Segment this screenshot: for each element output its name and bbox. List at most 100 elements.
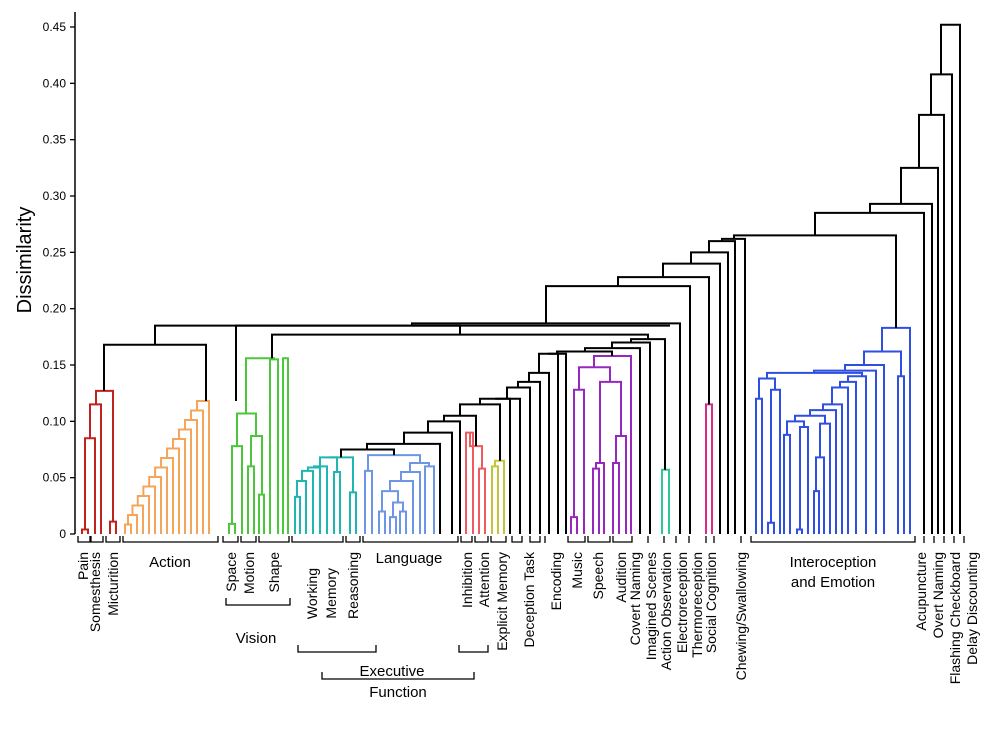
y-tick-label-0: 0: [59, 527, 66, 541]
branch-46: [424, 465, 435, 534]
leaf-bracket-17: [612, 536, 633, 543]
leaf-bracket-0: [77, 536, 91, 543]
branch-30: [296, 480, 307, 534]
branch-10: [148, 476, 162, 534]
leaf-label-inhibition: Inhibition: [459, 552, 475, 608]
branch-114: [881, 326, 911, 534]
branch-56: [403, 431, 453, 534]
branch-71: [612, 462, 620, 534]
branch-100: [813, 490, 820, 534]
branch-102: [819, 422, 831, 534]
leaf-label-music: Music: [569, 552, 585, 589]
leaf-bracket-11: [474, 536, 489, 543]
branch-1: [84, 437, 96, 534]
branch-74: [578, 366, 611, 390]
branch-5: [124, 523, 132, 534]
y-tick-label-2: 0.10: [43, 414, 67, 428]
leaf-label-acupuncture: Acupuncture: [913, 552, 929, 631]
branch-83: [154, 324, 670, 345]
leaf-label-action: Action: [149, 554, 191, 571]
leaf-label-attention: Attention: [476, 552, 492, 607]
branch-23: [258, 493, 265, 534]
y-tick-label-7: 0.35: [43, 133, 67, 147]
branch-120: [930, 73, 953, 534]
branch-19: [103, 343, 207, 402]
branch-99: [786, 420, 805, 435]
branch-31: [301, 469, 314, 534]
branch-49: [465, 431, 474, 534]
branch-72: [615, 434, 627, 534]
leaf-label-overt-naming: Overt Naming: [930, 552, 946, 638]
leaf-label-explicit-memory: Explicit Memory: [494, 552, 510, 651]
y-tick-label-1: 0.05: [43, 471, 67, 485]
branch-17: [190, 409, 204, 534]
leaf-bracket-10: [460, 536, 473, 543]
leaf-label-space: Space: [223, 552, 239, 592]
branch-16: [184, 419, 198, 534]
branch-109: [766, 371, 863, 379]
branch-80: [630, 338, 666, 470]
branch-104: [809, 409, 837, 534]
leaf-label-pain: Pain: [75, 552, 91, 580]
branch-94: [770, 388, 781, 534]
leaf-label-somesthesis: Somesthesis: [87, 552, 103, 632]
branch-15: [178, 428, 192, 534]
branch-64: [528, 371, 550, 534]
leaf-bracket-15: [567, 536, 586, 543]
branch-81: [271, 333, 649, 359]
leaf-bracket-16: [587, 536, 611, 543]
leaf-label-micturition: Micturition: [105, 552, 121, 616]
branch-96: [783, 433, 791, 534]
branch-32: [307, 466, 321, 534]
leaf-bracket-4: [222, 536, 239, 543]
leaf-label-shape: Shape: [266, 552, 282, 593]
branch-78: [611, 341, 651, 534]
branch-111: [844, 364, 885, 534]
leaf-label-speech: Speech: [590, 552, 606, 599]
super-label-vision: Vision: [236, 630, 277, 647]
super-label-function: Function: [369, 684, 427, 701]
branch-36: [349, 491, 357, 534]
branch-50: [478, 467, 486, 534]
branch-20: [228, 522, 236, 534]
branch-57: [427, 420, 461, 534]
y-tick-label-4: 0.20: [43, 302, 67, 316]
branch-90: [708, 240, 736, 534]
branch-37: [329, 456, 354, 493]
leaf-bracket-1: [90, 536, 104, 543]
y-tick-label-6: 0.30: [43, 189, 67, 203]
branch-43: [381, 490, 399, 512]
leaf-label-interoception: Interoception: [790, 554, 877, 571]
leaf-label-flashing-checkboard: Flashing Checkboard: [947, 552, 963, 684]
branch-27: [245, 357, 275, 414]
branch-38: [364, 469, 373, 534]
branch-44: [389, 480, 414, 534]
branch-11: [154, 466, 168, 534]
leaf-label-action-observation: Action Observation: [658, 552, 674, 670]
leaf-label-memory: Memory: [323, 568, 339, 619]
y-axis-title: Dissimilarity: [14, 207, 36, 314]
inhibition-bracket: [458, 645, 489, 653]
leaf-bracket-8: [345, 536, 361, 543]
leaf-bracket-3: [122, 536, 219, 543]
branch-42: [392, 501, 404, 518]
branch-108: [847, 375, 867, 534]
working-memory-bracket: [297, 645, 377, 653]
branch-95: [758, 377, 776, 399]
branch-18: [196, 400, 210, 534]
leaf-label-thermoreception: Thermoreception: [689, 552, 705, 658]
branch-28: [282, 357, 289, 534]
dendrogram-tree: [81, 23, 961, 534]
leaf-label-electroreception: Electroreception: [674, 552, 690, 653]
branch-26: [269, 358, 279, 534]
branch-29: [294, 495, 301, 534]
branch-35: [319, 456, 338, 473]
y-tick-label-5: 0.25: [43, 245, 67, 259]
branch-115: [733, 234, 897, 328]
leaf-label-reasoning: Reasoning: [345, 552, 361, 619]
leaf-bracket-9: [362, 536, 459, 543]
branch-39: [378, 510, 386, 534]
branch-52: [491, 465, 499, 534]
y-tick-label-3: 0.15: [43, 358, 67, 372]
